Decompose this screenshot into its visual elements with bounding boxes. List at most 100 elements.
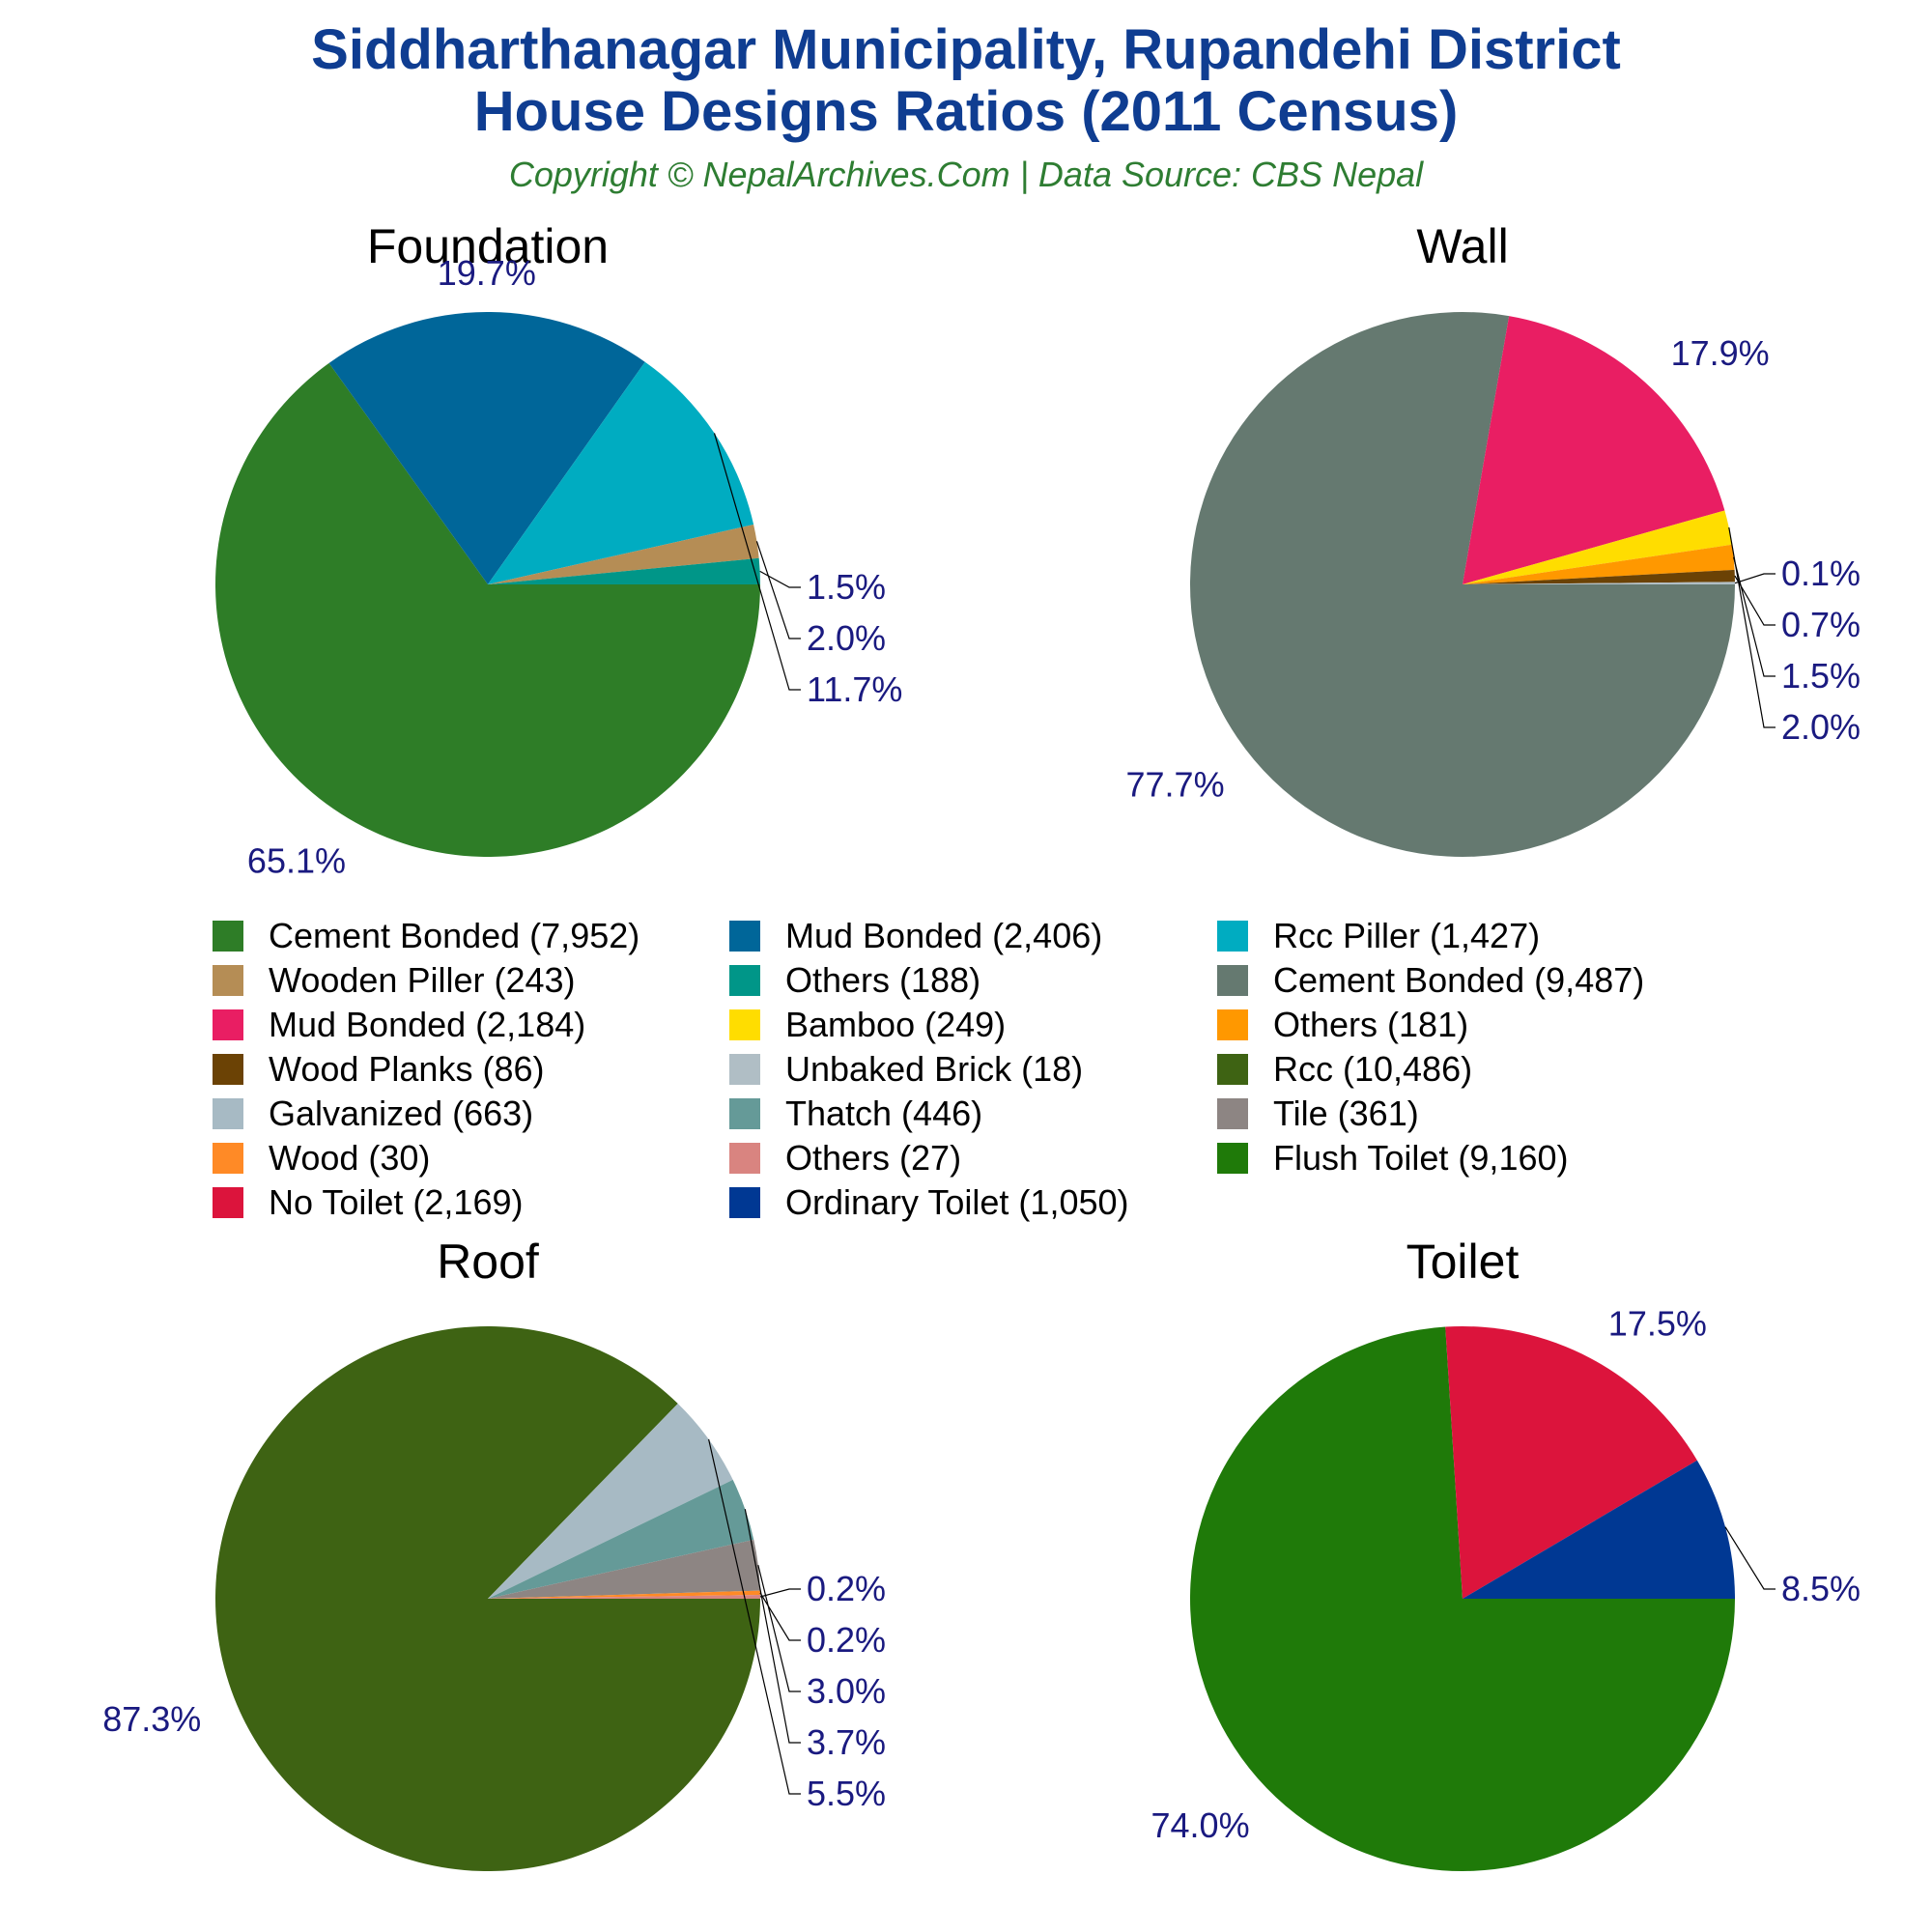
leader-line [708,1438,801,1795]
leader-line [1733,556,1776,677]
pie-title: Wall [1416,219,1508,273]
legend-swatch [213,1054,243,1085]
legend-item: Cement Bonded (7,952) [213,914,729,958]
pie-slice [488,1479,754,1599]
leader-line [759,570,801,588]
legend-swatch [729,1098,760,1129]
pie-slice [1189,312,1735,858]
legend-item: Thatch (446) [729,1092,1217,1136]
pie-slice [488,557,760,584]
pie-title: Toilet [1406,1235,1520,1289]
legend-swatch [213,965,243,996]
legend-item: Rcc Piller (1,427) [1217,914,1719,958]
pie-slice [1463,569,1735,584]
pie-title: Foundation [367,219,609,273]
legend-swatch [729,965,760,996]
legend-label: Ordinary Toilet (1,050) [785,1182,1129,1222]
pie-chart-2: Roof 87.3% 0.2% 0.2% 3.0% 3.7% 5.5% [102,1235,886,1872]
pie-slice [1463,582,1736,584]
legend-label: Cement Bonded (9,487) [1273,960,1645,1000]
pie-slice [1463,1460,1735,1599]
legend-label: Thatch (446) [785,1094,983,1133]
pie-slice [1463,510,1732,584]
leader-line [1734,573,1776,584]
chart-title-line1: Siddharthanagar Municipality, Rupandehi … [311,18,1621,81]
legend-label: Others (181) [1273,1005,1469,1044]
slice-data-label: 1.5% [1781,656,1861,696]
slice-data-label: 17.9% [1671,333,1770,373]
pie-slice [1463,544,1735,584]
legend-item: Others (27) [729,1136,1217,1180]
slice-data-label: 5.5% [807,1774,886,1813]
pie-chart-0: Foundation 65.1% 19.7% 1.5% 2.0% 11.7% [214,219,902,881]
legend-item: Ordinary Toilet (1,050) [729,1180,1217,1225]
legend-item: Tile (361) [1217,1092,1719,1136]
leader-line [713,433,801,691]
legend-label: Tile (361) [1273,1094,1419,1133]
legend-label: Flush Toilet (9,160) [1273,1138,1569,1178]
slice-data-label: 2.0% [807,618,886,658]
legend-swatch [213,1098,243,1129]
pie-slice [328,311,645,584]
leader-line [744,1509,801,1744]
legend-item: Wood Planks (86) [213,1047,729,1092]
slice-data-label: 0.2% [807,1569,886,1608]
pie-slice [214,362,760,857]
legend-swatch [1217,921,1248,952]
legend-swatch [213,1187,243,1218]
leader-line [1734,575,1776,626]
pie-chart-3: Toilet 74.0% 17.5% 8.5% [1151,1235,1861,1871]
legend-label: Wood (30) [269,1138,431,1178]
leader-line [755,541,801,639]
slice-data-label: 77.7% [1126,764,1225,804]
legend-label: Rcc (10,486) [1273,1049,1473,1089]
pie-slice [1189,1326,1735,1871]
slice-data-label: 11.7% [807,669,902,709]
legend-item: Mud Bonded (2,184) [213,1003,729,1047]
slice-data-label: 1.5% [807,567,886,607]
legend-swatch [213,1009,243,1040]
slice-data-label: 0.7% [1781,605,1861,644]
pie-slice [488,1539,760,1599]
legend-item: Bamboo (249) [729,1003,1217,1047]
slice-data-label: 3.0% [807,1671,886,1711]
legend-swatch [729,1187,760,1218]
legend-swatch [729,921,760,952]
pie-slice [488,1590,760,1599]
leader-line [757,1564,801,1692]
slice-data-label: 0.2% [807,1620,886,1660]
legend-item: No Toilet (2,169) [213,1180,729,1225]
chart-title-line2: House Designs Ratios (2011 Census) [473,80,1459,143]
legend-swatch [1217,965,1248,996]
legend-item: Others (188) [729,958,1217,1003]
legend-label: Wood Planks (86) [269,1049,545,1089]
legend-swatch [1217,1143,1248,1174]
leader-line [1724,1526,1776,1590]
pie-slice [1463,316,1725,584]
legend-label: Unbaked Brick (18) [785,1049,1084,1089]
legend-label: Wooden Piller (243) [269,960,576,1000]
legend-swatch [213,1143,243,1174]
legend-label: Rcc Piller (1,427) [1273,916,1541,955]
slice-data-label: 87.3% [102,1699,201,1739]
chart-header: Siddharthanagar Municipality, Rupandehi … [0,19,1932,195]
leader-line [759,1592,801,1641]
legend-swatch [1217,1054,1248,1085]
slice-data-label: 8.5% [1781,1569,1861,1608]
legend-swatch [1217,1098,1248,1129]
pie-chart-1: Wall 77.7% 17.9% 0.1% 0.7% 1.5% 2.0% [1126,219,1861,858]
legend-swatch [729,1143,760,1174]
slice-data-label: 19.7% [438,253,536,293]
leader-line [759,1588,801,1598]
legend-label: Mud Bonded (2,184) [269,1005,586,1044]
pie-slice [214,1326,760,1872]
legend-label: Others (27) [785,1138,962,1178]
legend-label: No Toilet (2,169) [269,1182,524,1222]
slice-data-label: 74.0% [1151,1805,1250,1845]
pie-title: Roof [437,1235,539,1289]
legend-item: Galvanized (663) [213,1092,729,1136]
leader-line [1728,526,1776,728]
pie-slice [488,1595,760,1599]
legend-label: Galvanized (663) [269,1094,534,1133]
